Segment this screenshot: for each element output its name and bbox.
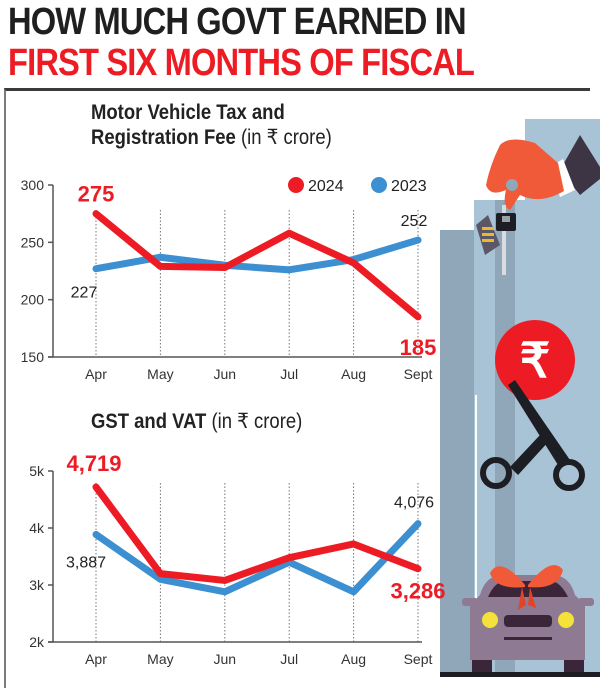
data-label-2024-apr: 4,719: [66, 451, 121, 476]
y-tick-label: 2k: [29, 634, 45, 650]
x-tick-label: Sept: [404, 651, 433, 667]
data-label-2023-apr: 3,887: [66, 554, 106, 571]
y-tick-label: 3k: [29, 577, 45, 593]
x-tick-label: Jun: [214, 651, 237, 667]
y-tick-label: 4k: [29, 520, 45, 536]
y-tick-label: 5k: [29, 463, 45, 479]
x-tick-label: Jul: [280, 651, 298, 667]
x-tick-label: Apr: [85, 651, 107, 667]
data-label-2024-sept: 3,286: [390, 579, 445, 604]
x-tick-label: May: [147, 651, 173, 667]
data-label-2023-sept: 4,076: [394, 495, 434, 512]
x-tick-label: Aug: [341, 651, 366, 667]
